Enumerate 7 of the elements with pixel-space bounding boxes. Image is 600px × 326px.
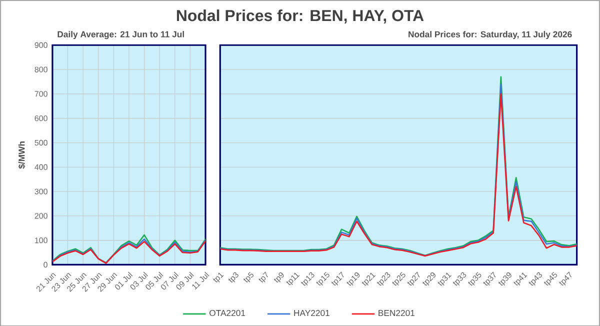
chart-title: Daily Average: 21 Jun to 11 Jul — [58, 30, 184, 39]
chart-subtitle: Nodal Prices for: Saturday, 11 July 2026 — [408, 30, 572, 39]
legend-label: OTA2201 — [210, 310, 246, 316]
legend-label: HAY2201 — [294, 310, 330, 316]
chart-title: Nodal Prices for: BEN, HAY, OTA — [176, 9, 424, 24]
legend-label: BEN2201 — [378, 310, 415, 316]
y-axis-title: $/MWh — [18, 141, 26, 169]
